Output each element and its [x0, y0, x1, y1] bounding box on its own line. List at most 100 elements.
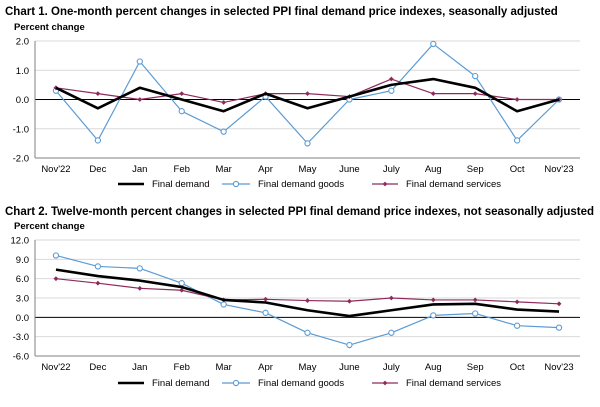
data-point: [304, 140, 311, 147]
y-tick-label: -2.0: [13, 154, 29, 165]
data-point: [305, 91, 310, 97]
series-final-demand-goods: [52, 252, 563, 349]
y-tick-label: 0.0: [16, 313, 29, 324]
x-tick-label: Feb: [174, 362, 190, 373]
data-point: [52, 252, 60, 259]
data-point: [472, 297, 478, 303]
data-point: [178, 108, 185, 115]
x-tick-label: Apr: [258, 362, 273, 373]
x-tick-label: Oct: [510, 164, 525, 175]
x-tick-label: Sep: [467, 362, 484, 373]
y-tick-label: 3.0: [16, 294, 29, 305]
data-point: [263, 296, 268, 302]
x-tick-label: May: [299, 362, 317, 373]
data-point: [262, 309, 269, 316]
legend-label: Final demand services: [406, 378, 501, 389]
y-tick-label: 9.0: [16, 255, 29, 266]
x-tick-label: June: [339, 362, 360, 373]
x-tick-label: Jan: [132, 164, 147, 175]
data-point: [514, 299, 520, 305]
data-point: [53, 276, 59, 282]
y-axis-label: Percent change: [14, 221, 85, 232]
y-tick-label: -1.0: [13, 124, 29, 135]
data-point: [95, 280, 101, 286]
series-final-demand: [55, 268, 560, 318]
legend-label: Final demand: [152, 179, 210, 190]
legend-label: Final demand goods: [258, 378, 344, 389]
legend-label: Final demand services: [406, 179, 501, 190]
data-point: [472, 72, 479, 80]
x-tick-label: Nov'23: [544, 362, 573, 373]
data-point: [304, 329, 311, 336]
data-point: [388, 329, 395, 336]
legend: Final demand Final demand goods Final dema…: [118, 378, 501, 389]
y-tick-label: 1.0: [16, 66, 29, 77]
chart-title: Chart 2. Twelve-month percent changes in…: [5, 206, 594, 218]
chart-title: Chart 1. One-month percent changes in se…: [5, 6, 558, 18]
data-point: [136, 265, 143, 272]
data-point: [430, 312, 437, 319]
x-tick-label: July: [383, 362, 400, 373]
x-tick-label: Sep: [467, 164, 484, 175]
series-line: [55, 77, 560, 113]
data-point: [179, 287, 185, 293]
data-point: [346, 341, 353, 349]
y-tick-label: -6.0: [13, 352, 29, 363]
x-tick-label: Apr: [258, 164, 273, 175]
legend-label: Final demand goods: [258, 179, 344, 190]
data-point: [137, 285, 143, 291]
x-tick-label: Nov'22: [41, 164, 70, 175]
data-point: [555, 324, 563, 331]
y-tick-label: 12.0: [11, 236, 30, 247]
data-point: [221, 100, 227, 105]
x-tick-label: Aug: [425, 164, 442, 175]
data-point: [178, 280, 185, 287]
data-point: [94, 137, 102, 144]
data-point: [388, 295, 394, 301]
x-tick-label: Mar: [215, 362, 231, 373]
y-tick-label: -3.0: [13, 332, 29, 343]
data-point: [556, 301, 562, 307]
data-point: [513, 322, 521, 329]
data-point: [136, 58, 143, 65]
x-tick-label: Feb: [174, 164, 190, 175]
data-point: [388, 87, 395, 94]
data-point: [472, 310, 479, 317]
data-point: [95, 91, 101, 97]
series-final-demand-goods: [52, 40, 563, 147]
data-point: [514, 97, 520, 102]
x-tick-label: Mar: [215, 164, 231, 175]
legend-marker: [382, 380, 388, 386]
legend-marker: [382, 181, 388, 187]
legend-marker: [232, 180, 240, 188]
y-axis-label: Percent change: [14, 22, 85, 33]
legend-marker: [232, 379, 240, 387]
data-point: [220, 128, 227, 135]
x-tick-label: July: [383, 164, 400, 175]
series-final-demand-services: [53, 276, 562, 307]
y-tick-label: 6.0: [16, 274, 29, 285]
x-tick-label: Nov'23: [544, 164, 573, 175]
data-point: [430, 40, 437, 48]
data-point: [137, 97, 143, 102]
data-point: [347, 298, 352, 304]
x-tick-label: Dec: [89, 362, 106, 373]
legend: Final demand Final demand goods Final dema…: [118, 179, 501, 190]
data-point: [430, 91, 436, 97]
y-tick-label: 0.0: [16, 95, 29, 106]
data-point: [179, 91, 185, 97]
chart-1: Chart 1. One-month percent changes in se…: [5, 6, 580, 190]
data-point: [388, 76, 394, 82]
x-tick-label: Nov'22: [41, 362, 70, 373]
series-final-demand: [55, 77, 560, 113]
legend-label: Final demand: [152, 378, 210, 389]
data-point: [220, 301, 227, 308]
data-point: [513, 137, 521, 144]
data-point: [305, 298, 310, 303]
x-tick-label: May: [299, 164, 317, 175]
chart-2: Chart 2. Twelve-month percent changes in…: [5, 206, 594, 389]
x-tick-label: Jan: [132, 362, 147, 373]
x-tick-label: June: [339, 164, 360, 175]
x-tick-label: Aug: [425, 362, 442, 373]
